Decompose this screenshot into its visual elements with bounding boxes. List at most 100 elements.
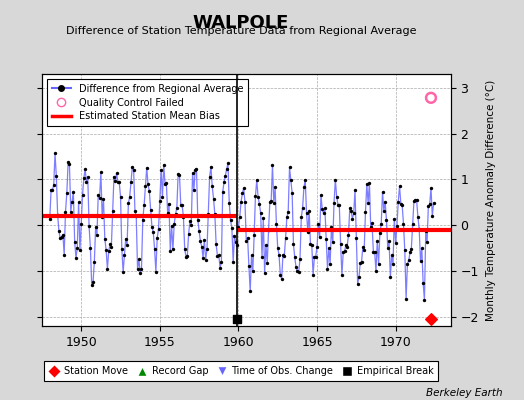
Point	[308, 242, 316, 248]
Point	[151, 269, 160, 275]
Point	[256, 210, 265, 216]
Point	[98, 214, 106, 220]
Point	[78, 192, 86, 198]
Point	[326, 260, 334, 267]
Point	[154, 226, 162, 232]
Point	[427, 316, 435, 322]
Point	[88, 281, 96, 288]
Point	[413, 213, 422, 220]
Point	[67, 208, 75, 215]
Point	[412, 196, 421, 203]
Point	[271, 184, 279, 190]
Point	[52, 173, 60, 179]
Point	[224, 160, 232, 166]
Point	[310, 254, 319, 260]
Point	[398, 202, 406, 208]
Point	[175, 172, 183, 178]
Point	[127, 178, 135, 185]
Point	[374, 261, 383, 267]
Point	[268, 162, 277, 169]
Point	[381, 199, 389, 205]
Point	[298, 204, 307, 211]
Point	[205, 174, 214, 180]
Point	[136, 270, 144, 276]
Point	[230, 232, 238, 239]
Point	[314, 220, 322, 227]
Point	[382, 217, 390, 223]
Point	[232, 239, 240, 246]
Point	[348, 216, 356, 222]
Point	[379, 208, 388, 214]
Point	[204, 210, 212, 217]
Point	[135, 256, 143, 262]
Point	[198, 243, 206, 250]
Point	[177, 202, 185, 208]
Point	[258, 254, 266, 260]
Point	[275, 252, 283, 258]
Point	[345, 205, 354, 212]
Point	[209, 196, 217, 202]
Point	[150, 246, 159, 252]
Point	[225, 200, 233, 206]
Point	[321, 205, 329, 212]
Point	[390, 216, 398, 222]
Point	[411, 197, 419, 204]
Point	[82, 179, 91, 186]
Point	[211, 211, 219, 218]
Point	[423, 239, 431, 246]
Point	[227, 225, 236, 231]
Point	[174, 170, 182, 177]
Legend: Difference from Regional Average, Quality Control Failed, Estimated Station Mean: Difference from Regional Average, Qualit…	[47, 79, 248, 126]
Point	[235, 214, 244, 220]
Point	[251, 193, 259, 199]
Point	[90, 259, 99, 266]
Point	[425, 201, 434, 208]
Point	[419, 280, 427, 286]
Point	[241, 199, 249, 205]
Point	[255, 201, 264, 207]
Point	[57, 234, 66, 240]
Point	[83, 174, 92, 180]
Point	[429, 200, 438, 206]
Point	[324, 245, 333, 252]
Point	[107, 243, 115, 250]
Point	[51, 150, 59, 157]
Text: WALPOLE: WALPOLE	[193, 14, 289, 32]
Point	[372, 268, 380, 274]
Point	[297, 214, 305, 221]
Point	[316, 192, 325, 198]
Point	[115, 179, 123, 185]
Point	[217, 259, 225, 265]
Point	[407, 246, 416, 252]
Point	[199, 255, 207, 261]
Point	[103, 266, 112, 272]
Point	[364, 199, 372, 206]
Point	[248, 268, 257, 274]
Point	[74, 199, 83, 205]
Point	[184, 230, 193, 237]
Point	[193, 216, 202, 223]
Point	[360, 247, 368, 253]
Point	[238, 190, 246, 196]
Point	[165, 200, 173, 207]
Point	[386, 274, 395, 280]
Point	[62, 190, 71, 196]
Point	[149, 229, 157, 236]
Point	[117, 246, 126, 252]
Point	[195, 228, 203, 234]
Point	[373, 238, 381, 244]
Point	[343, 244, 351, 250]
Point	[128, 164, 136, 170]
Point	[263, 260, 271, 266]
Point	[387, 252, 396, 258]
Point	[421, 228, 430, 234]
Point	[167, 222, 176, 229]
Point	[385, 238, 393, 244]
Point	[420, 297, 429, 303]
Y-axis label: Monthly Temperature Anomaly Difference (°C): Monthly Temperature Anomaly Difference (…	[486, 79, 496, 321]
Point	[410, 198, 418, 204]
Point	[330, 200, 338, 206]
Point	[403, 261, 411, 267]
Point	[351, 187, 359, 194]
Point	[96, 169, 105, 176]
